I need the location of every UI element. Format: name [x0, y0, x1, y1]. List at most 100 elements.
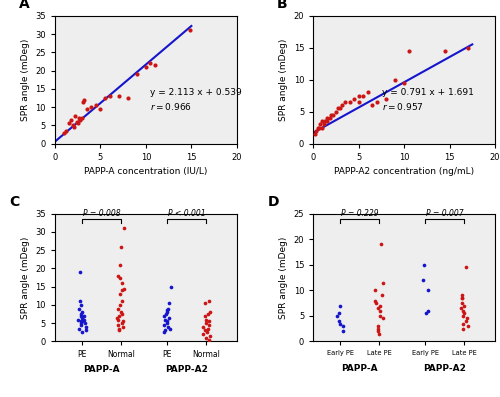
Text: P < 0.001: P < 0.001 — [168, 209, 205, 218]
Text: $r = 0.957$: $r = 0.957$ — [382, 101, 424, 112]
Y-axis label: SPR angle (mDeg): SPR angle (mDeg) — [21, 39, 30, 121]
Point — [376, 308, 384, 314]
Point — [133, 71, 141, 77]
Text: PAPP-A: PAPP-A — [342, 364, 378, 374]
Point — [73, 118, 81, 125]
Point — [76, 117, 84, 123]
Point — [114, 316, 122, 323]
Point — [354, 99, 362, 105]
Text: P = 0.007: P = 0.007 — [426, 209, 464, 218]
Text: A: A — [18, 0, 30, 11]
Point — [146, 60, 154, 66]
Point — [78, 115, 86, 121]
Point — [116, 274, 124, 281]
Point — [201, 300, 209, 306]
Point — [462, 264, 470, 270]
Point — [76, 311, 84, 317]
Point — [78, 318, 86, 324]
Point — [206, 309, 214, 315]
Point — [160, 316, 168, 323]
Point — [78, 329, 86, 335]
Point — [80, 320, 88, 326]
Point — [373, 99, 381, 105]
Point — [118, 311, 126, 317]
Point — [82, 324, 90, 330]
Point — [459, 313, 467, 319]
Point — [333, 313, 341, 319]
Point — [378, 279, 386, 286]
Point — [79, 98, 87, 105]
Point — [336, 303, 344, 309]
Point — [311, 131, 319, 137]
Text: PAPP-A2: PAPP-A2 — [165, 365, 208, 374]
Point — [161, 327, 169, 333]
Point — [160, 329, 168, 335]
Point — [458, 320, 466, 327]
Point — [441, 48, 449, 54]
Point — [119, 324, 127, 330]
Point — [464, 44, 471, 51]
Point — [88, 104, 96, 110]
Point — [312, 127, 320, 134]
Point — [374, 326, 382, 332]
Point — [422, 310, 430, 316]
Point — [323, 115, 331, 121]
Point — [457, 305, 465, 311]
Point — [70, 124, 78, 130]
Point — [372, 300, 380, 306]
Text: P = 0.229: P = 0.229 — [341, 209, 378, 218]
Point — [60, 130, 68, 137]
Point — [202, 335, 210, 341]
Point — [71, 113, 79, 119]
Point — [374, 328, 382, 334]
Point — [202, 329, 210, 335]
Point — [124, 95, 132, 101]
Point — [336, 320, 344, 327]
Text: D: D — [268, 195, 279, 209]
Point — [419, 277, 427, 283]
Point — [354, 93, 362, 99]
Point — [382, 96, 390, 102]
Point — [202, 320, 210, 326]
Text: PAPP-A2: PAPP-A2 — [424, 364, 466, 374]
Point — [74, 115, 82, 121]
Point — [326, 115, 334, 121]
Point — [314, 124, 322, 131]
Point — [321, 118, 329, 124]
Point — [336, 310, 344, 316]
Text: P = 0.008: P = 0.008 — [82, 209, 120, 218]
Point — [458, 295, 466, 301]
Point — [160, 322, 168, 328]
Point — [96, 106, 104, 112]
Point — [118, 280, 126, 286]
Point — [116, 291, 124, 297]
Point — [117, 243, 125, 250]
Point — [206, 336, 214, 343]
Point — [80, 316, 88, 323]
Text: PAPP-A: PAPP-A — [83, 365, 120, 374]
Y-axis label: SPR angle (mDeg): SPR angle (mDeg) — [279, 236, 288, 319]
Point — [83, 106, 91, 112]
Point — [424, 308, 432, 314]
Point — [76, 322, 84, 328]
Point — [460, 303, 468, 309]
Point — [78, 318, 86, 324]
Point — [206, 333, 214, 339]
Point — [316, 121, 324, 127]
Point — [82, 327, 90, 333]
Point — [76, 326, 84, 332]
Point — [92, 102, 100, 108]
Point — [76, 298, 84, 304]
Point — [164, 324, 172, 330]
Point — [323, 118, 331, 124]
Point — [78, 309, 86, 315]
Point — [74, 120, 82, 127]
Point — [151, 62, 159, 68]
Point — [334, 105, 342, 112]
Point — [198, 331, 206, 337]
Point — [106, 93, 114, 99]
Point — [120, 225, 128, 231]
Y-axis label: SPR angle (mDeg): SPR angle (mDeg) — [279, 39, 288, 121]
Point — [114, 273, 122, 279]
Point — [166, 326, 173, 332]
